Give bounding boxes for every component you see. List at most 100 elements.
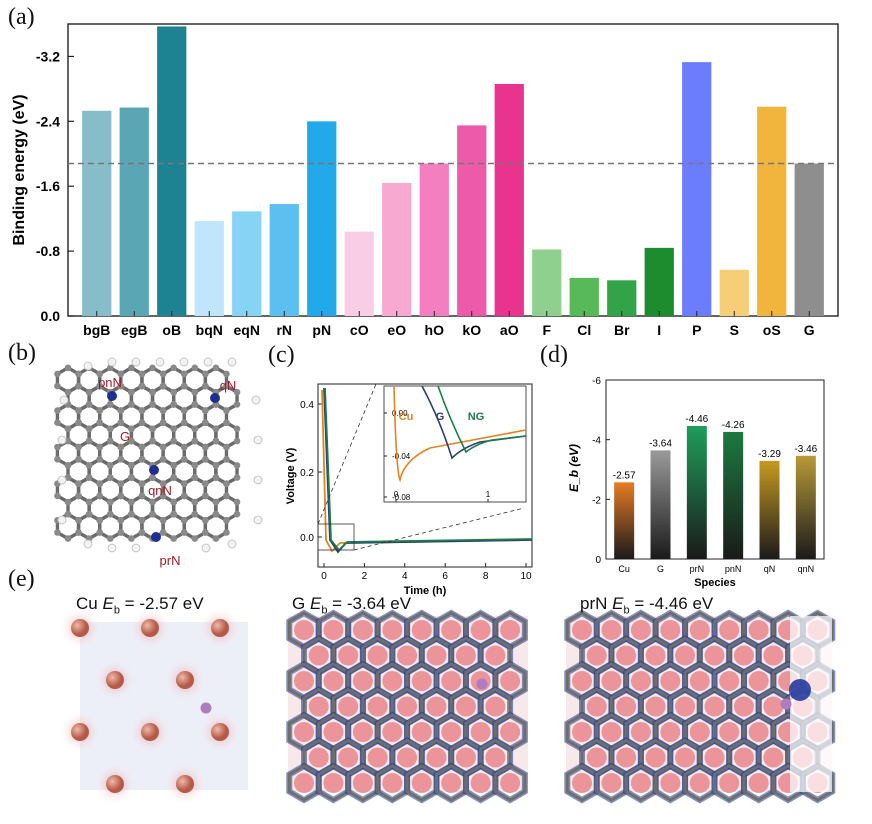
hydrogen-atom <box>251 395 261 405</box>
carbon-atom <box>64 474 72 481</box>
carbon-atom <box>223 517 230 524</box>
electron-density <box>564 711 600 753</box>
carbon-atom <box>233 437 241 445</box>
carbon-atom <box>170 437 177 445</box>
carbon-atom <box>85 425 93 433</box>
electron-density <box>608 635 644 676</box>
charge-region <box>704 645 725 666</box>
carbon-atom <box>96 382 103 390</box>
charge-region <box>411 620 432 640</box>
electron-density <box>770 762 806 804</box>
electron-density <box>711 660 747 702</box>
carbon-atom <box>180 370 188 378</box>
carbon-atom <box>212 474 220 481</box>
carbon-atom <box>85 388 93 396</box>
carbon-atom <box>191 510 199 518</box>
carbon-atom <box>180 407 188 414</box>
carbon-atom <box>117 492 125 500</box>
carbon-atom <box>75 456 82 463</box>
carbon-atom <box>117 480 125 488</box>
y-tick-label: -1.6 <box>36 178 60 194</box>
electron-density <box>564 609 600 651</box>
hexagon-ring <box>161 365 186 395</box>
cu-atom <box>141 619 159 637</box>
hexagon-ring <box>713 713 746 751</box>
charge-region <box>411 722 432 742</box>
hexagon-ring <box>317 764 350 802</box>
electron-density <box>740 762 777 804</box>
carbon-atom <box>96 480 103 488</box>
carbon-atom <box>180 370 188 378</box>
hexagon-ring <box>668 636 702 675</box>
charge-region <box>630 773 651 793</box>
hexagon-ring <box>757 738 790 777</box>
carbon-atom <box>96 492 103 500</box>
inset-frame <box>383 385 527 503</box>
sim-title-cu: Cu Eb = -2.57 eV <box>76 594 204 617</box>
carbon-atom <box>170 510 177 518</box>
electron-density <box>286 711 322 753</box>
carbon-atom <box>149 425 156 433</box>
carbon-atom <box>212 401 220 408</box>
carbon-atom <box>233 388 241 396</box>
hexagon-ring <box>287 611 321 649</box>
carbon-atom <box>138 517 146 524</box>
carbon-atom <box>138 382 146 390</box>
carbon-atom <box>233 462 241 469</box>
carbon-atom <box>180 517 188 524</box>
zoom-guide <box>317 383 377 525</box>
carbon-atom <box>138 370 146 378</box>
zoom-guide <box>353 507 525 551</box>
charge-region <box>675 696 696 717</box>
hexagon-ring <box>449 738 483 777</box>
x-tick-label: eqN <box>234 322 260 338</box>
charge-region <box>675 645 696 666</box>
x-tick-label: eO <box>387 322 406 338</box>
carbon-atom <box>128 425 135 433</box>
hexagon-ring <box>214 384 239 413</box>
carbon-atom <box>138 456 146 463</box>
carbon-atom <box>75 480 82 488</box>
bar-pnN <box>723 431 744 559</box>
hexagon-ring <box>87 493 112 523</box>
x-axis-label: Species <box>694 577 736 589</box>
carbon-atom <box>223 407 230 414</box>
electron-density <box>492 711 528 753</box>
hexagon-ring <box>108 457 134 486</box>
carbon-atom <box>96 370 103 378</box>
site-label: G <box>120 429 130 444</box>
value-label: -2.57 <box>613 470 636 481</box>
bar-Cl <box>569 277 599 316</box>
charge-region <box>689 671 710 691</box>
hexagon-ring <box>97 402 123 431</box>
hydrogen-atom <box>131 357 141 367</box>
carbon-atom <box>117 382 125 390</box>
bar-oB <box>157 26 187 317</box>
hexagon-ring <box>203 439 229 468</box>
electron-density <box>623 609 659 651</box>
hexagon-ring <box>302 687 335 726</box>
carbon-atom <box>202 419 209 427</box>
hydrogen-atom <box>57 515 67 525</box>
cu-background <box>80 622 248 790</box>
carbon-atom <box>96 517 103 524</box>
carbon-atom <box>170 388 177 396</box>
x-tick-label: 8 <box>483 571 489 582</box>
legend-ng: NG <box>468 411 485 423</box>
carbon-atom <box>170 462 177 469</box>
carbon-atom <box>96 419 103 427</box>
charge-region <box>323 620 344 640</box>
charge-region <box>616 696 637 717</box>
hexagon-ring <box>76 439 102 468</box>
carbon-atom <box>106 510 114 518</box>
electron-density <box>492 762 528 804</box>
carbon-atom <box>138 419 146 427</box>
electron-density <box>726 737 762 778</box>
charge-region <box>455 747 476 768</box>
carbon-atom <box>149 510 156 518</box>
hexagon-ring <box>193 493 218 523</box>
carbon-atom <box>106 474 114 481</box>
zoom-region <box>317 523 355 551</box>
carbon-atom <box>85 437 93 445</box>
carbon-atom <box>180 529 188 536</box>
